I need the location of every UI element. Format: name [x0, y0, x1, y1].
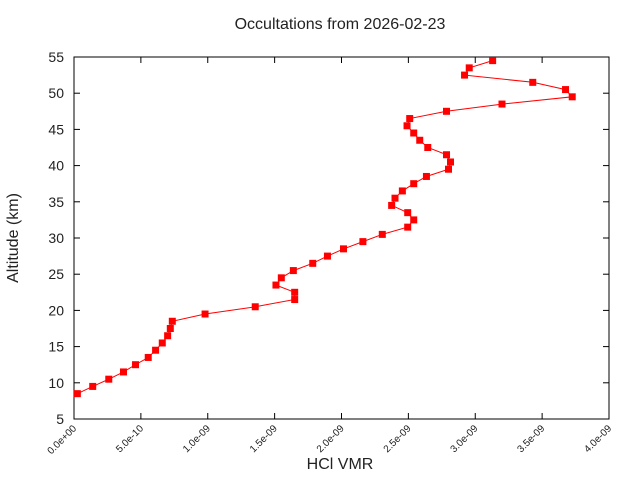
data-point-marker [422, 172, 430, 180]
data-point-marker [323, 252, 331, 260]
y-axis-label: Altitude (km) [5, 193, 22, 283]
data-point-marker [359, 238, 367, 246]
data-point-marker [89, 382, 97, 390]
chart-title: Occultations from 2026-02-23 [234, 16, 446, 33]
x-tick-label: 1.5e-09 [248, 423, 280, 455]
data-series [73, 57, 576, 398]
data-point-marker [105, 375, 113, 383]
y-tick-label: 30 [48, 230, 64, 246]
data-point-marker [404, 223, 412, 231]
x-tick-label: 3.0e-09 [449, 423, 481, 455]
x-tick-label: 0.0e+00 [46, 423, 80, 457]
y-tick-label: 55 [48, 49, 64, 65]
data-point-marker [416, 136, 424, 144]
data-point-marker [442, 151, 450, 159]
data-point-marker [445, 165, 452, 173]
data-point-marker [119, 368, 127, 376]
plot-frame [73, 56, 610, 420]
x-tick-label: 2.0e-09 [315, 423, 347, 455]
data-point-marker [132, 361, 140, 369]
data-point-marker [562, 86, 570, 94]
data-point-marker [201, 310, 209, 318]
data-point-marker [529, 78, 537, 86]
data-point-marker [398, 187, 406, 195]
y-tick-label: 45 [48, 121, 64, 137]
data-point-marker [410, 129, 418, 137]
data-point-marker [309, 259, 317, 267]
data-point-marker [404, 209, 412, 217]
y-tick-label: 35 [48, 194, 64, 210]
x-tick-label: 3.5e-09 [515, 423, 547, 455]
y-tick-label: 20 [48, 302, 64, 318]
y-tick-label: 40 [48, 158, 64, 174]
data-point-marker [291, 288, 299, 296]
y-tick-label: 25 [48, 266, 64, 282]
y-tick-label: 15 [48, 339, 64, 355]
data-point-marker [164, 332, 172, 340]
data-point-marker [289, 267, 297, 275]
data-point-marker [465, 64, 473, 72]
x-tick-label: 5.0e-10 [114, 423, 146, 455]
data-point-marker [388, 201, 396, 209]
data-point-marker [489, 57, 497, 65]
data-point-marker [144, 353, 152, 361]
x-tick-label: 2.5e-09 [382, 423, 414, 455]
data-point-marker [291, 296, 299, 304]
y-tick-label: 50 [48, 85, 64, 101]
series-line [77, 60, 574, 395]
data-point-marker [168, 317, 176, 325]
data-point-marker [73, 390, 81, 398]
data-point-marker [340, 245, 348, 253]
data-point-marker [442, 107, 450, 115]
data-point-marker [251, 303, 259, 311]
data-point-marker [166, 325, 174, 332]
y-tick-label: 10 [48, 375, 64, 391]
y-tick-label: 5 [56, 411, 64, 427]
data-point-marker [424, 144, 432, 151]
data-point-marker [447, 158, 455, 166]
data-point-marker [158, 339, 166, 347]
data-point-marker [403, 122, 411, 130]
data-point-marker [461, 71, 469, 79]
x-axis-label: HCl VMR [306, 456, 374, 473]
data-point-marker [568, 93, 576, 101]
data-point-marker [406, 115, 414, 123]
data-point-marker [272, 281, 280, 289]
data-point-marker [410, 180, 418, 188]
data-point-marker [498, 100, 506, 108]
data-point-marker [378, 230, 386, 238]
data-point-marker [152, 346, 160, 354]
data-point-marker [277, 274, 285, 282]
x-tick-label: 4.0e-09 [582, 423, 614, 455]
data-point-marker [410, 216, 418, 224]
data-point-marker [391, 194, 399, 202]
x-tick-label: 1.0e-09 [181, 423, 213, 455]
